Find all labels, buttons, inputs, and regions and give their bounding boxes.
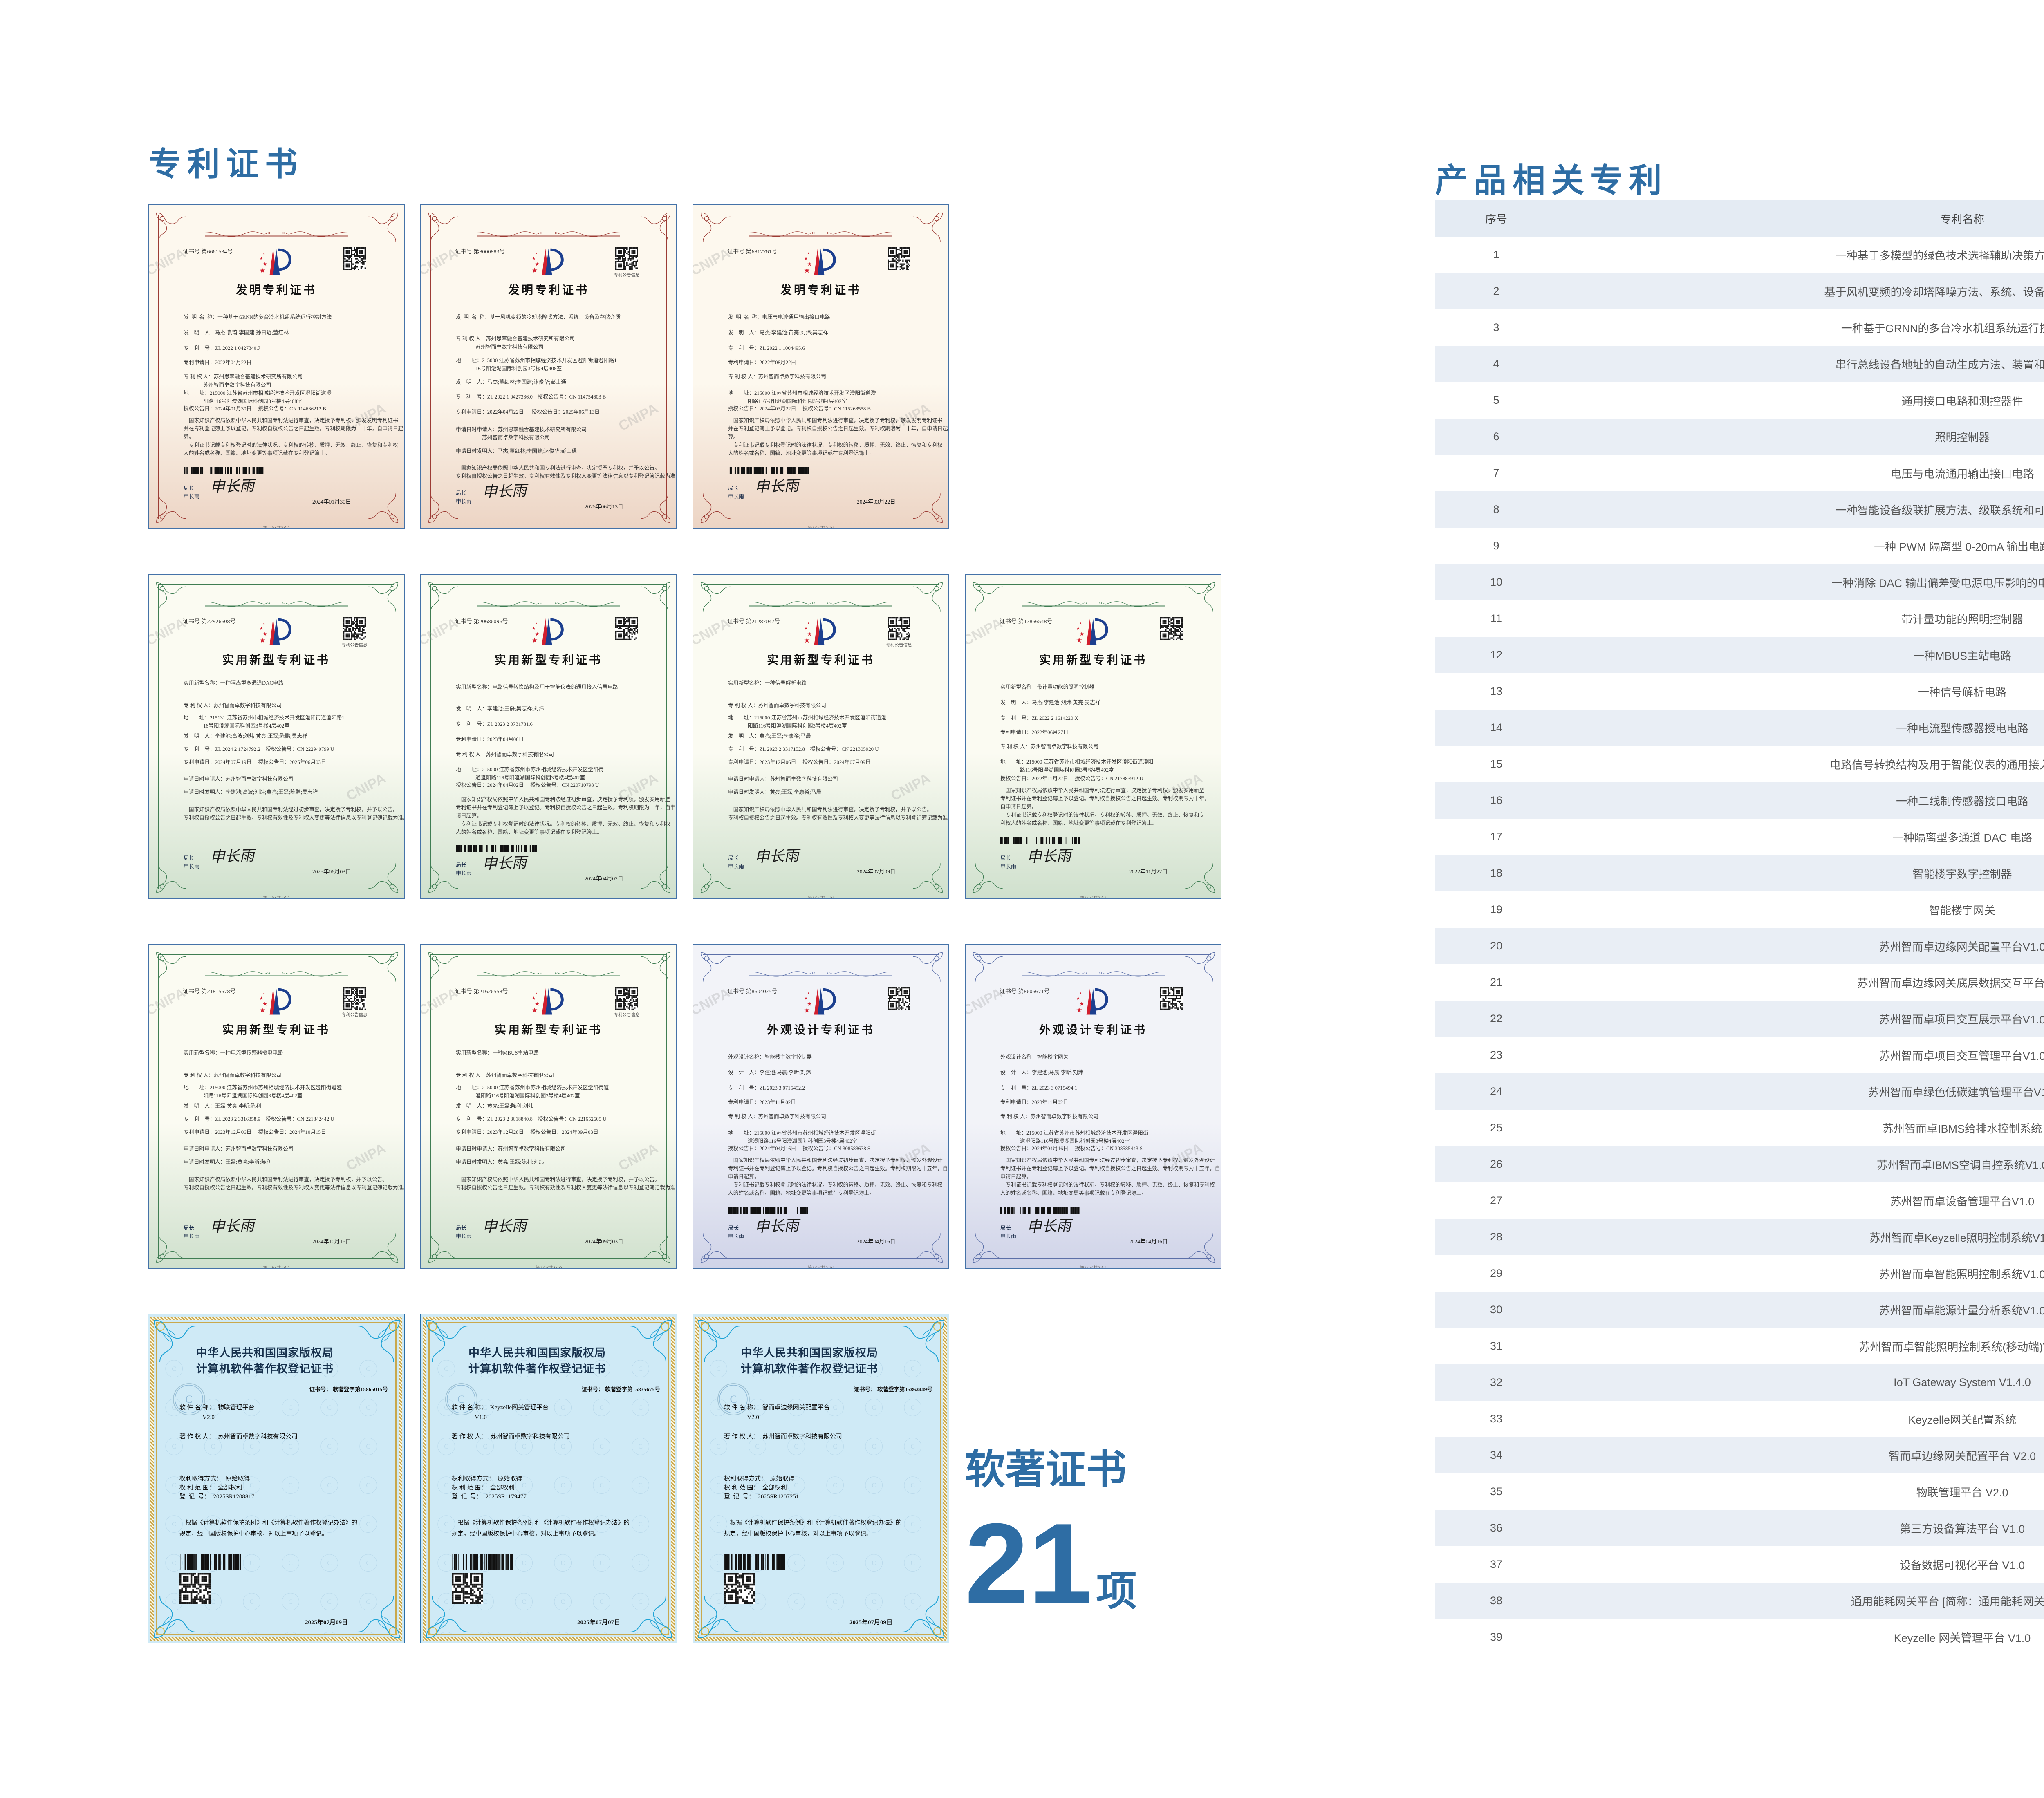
- svg-text:C: C: [833, 1560, 837, 1567]
- svg-text:C: C: [288, 1482, 293, 1489]
- svg-text:C: C: [444, 1521, 448, 1528]
- svg-text:C: C: [522, 1599, 526, 1605]
- svg-text:C: C: [172, 1366, 176, 1373]
- svg-text:C: C: [716, 1443, 721, 1450]
- svg-text:C: C: [288, 1599, 293, 1605]
- svg-text:C: C: [833, 1599, 837, 1605]
- svg-text:C: C: [249, 1599, 254, 1605]
- svg-text:C: C: [599, 1482, 604, 1489]
- svg-text:C: C: [599, 1443, 604, 1450]
- svg-text:C: C: [910, 1366, 915, 1373]
- svg-text:C: C: [172, 1443, 176, 1450]
- svg-text:C: C: [249, 1482, 254, 1489]
- svg-text:C: C: [211, 1599, 215, 1605]
- svg-text:C: C: [638, 1366, 643, 1373]
- svg-text:C: C: [172, 1482, 176, 1489]
- svg-text:C: C: [872, 1443, 876, 1450]
- svg-text:C: C: [327, 1482, 332, 1489]
- svg-text:C: C: [716, 1366, 721, 1373]
- svg-text:C: C: [522, 1482, 526, 1489]
- svg-text:C: C: [599, 1560, 604, 1567]
- svg-text:C: C: [833, 1443, 837, 1450]
- svg-text:C: C: [560, 1482, 565, 1489]
- svg-text:C: C: [794, 1560, 798, 1567]
- svg-text:C: C: [444, 1443, 448, 1450]
- svg-text:C: C: [638, 1443, 643, 1450]
- svg-text:C: C: [327, 1599, 332, 1605]
- svg-text:C: C: [755, 1599, 760, 1605]
- svg-text:C: C: [794, 1482, 798, 1489]
- svg-text:C: C: [716, 1521, 721, 1528]
- svg-text:C: C: [444, 1560, 448, 1567]
- svg-text:C: C: [366, 1560, 370, 1567]
- svg-text:C: C: [249, 1560, 254, 1567]
- svg-text:C: C: [366, 1482, 370, 1489]
- svg-text:C: C: [249, 1443, 254, 1450]
- svg-text:C: C: [755, 1443, 760, 1450]
- svg-text:C: C: [483, 1599, 487, 1605]
- svg-text:C: C: [560, 1599, 565, 1605]
- svg-text:C: C: [599, 1599, 604, 1605]
- svg-text:C: C: [327, 1560, 332, 1567]
- svg-text:C: C: [522, 1560, 526, 1567]
- svg-text:C: C: [638, 1560, 643, 1567]
- svg-text:C: C: [327, 1443, 332, 1450]
- svg-text:C: C: [872, 1560, 876, 1567]
- svg-text:C: C: [638, 1482, 643, 1489]
- svg-text:C: C: [444, 1366, 448, 1373]
- svg-text:C: C: [560, 1560, 565, 1567]
- svg-text:C: C: [910, 1443, 915, 1450]
- svg-text:C: C: [444, 1482, 448, 1489]
- svg-text:C: C: [872, 1599, 876, 1605]
- svg-text:C: C: [872, 1482, 876, 1489]
- svg-text:C: C: [794, 1599, 798, 1605]
- svg-text:C: C: [211, 1443, 215, 1450]
- svg-text:C: C: [288, 1560, 293, 1567]
- svg-text:C: C: [522, 1443, 526, 1450]
- svg-text:C: C: [172, 1521, 176, 1528]
- svg-text:C: C: [288, 1443, 293, 1450]
- svg-text:C: C: [910, 1560, 915, 1567]
- svg-text:C: C: [833, 1482, 837, 1489]
- svg-text:C: C: [172, 1560, 176, 1567]
- svg-text:C: C: [560, 1443, 565, 1450]
- svg-text:C: C: [483, 1443, 487, 1450]
- svg-text:C: C: [910, 1482, 915, 1489]
- svg-text:C: C: [366, 1443, 370, 1450]
- svg-text:C: C: [716, 1560, 721, 1567]
- svg-text:C: C: [716, 1482, 721, 1489]
- svg-text:C: C: [794, 1443, 798, 1450]
- svg-text:C: C: [366, 1366, 370, 1373]
